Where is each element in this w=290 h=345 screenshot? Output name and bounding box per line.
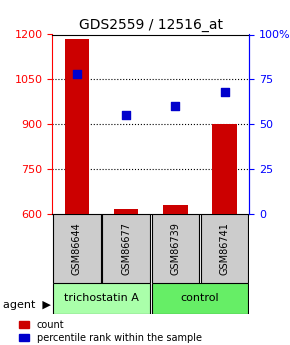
Text: GSM86739: GSM86739	[171, 222, 180, 275]
Bar	[64, 39, 89, 345]
Point	[124, 112, 128, 118]
Point	[173, 104, 178, 109]
Legend: count, percentile rank within the sample: count, percentile rank within the sample	[19, 320, 202, 343]
Bar	[213, 124, 237, 345]
Text: GSM86677: GSM86677	[121, 222, 131, 275]
FancyBboxPatch shape	[102, 214, 150, 283]
Text: GSM86741: GSM86741	[220, 222, 230, 275]
Title: GDS2559 / 12516_at: GDS2559 / 12516_at	[79, 18, 223, 32]
FancyBboxPatch shape	[152, 214, 199, 283]
FancyBboxPatch shape	[53, 283, 150, 314]
Point	[222, 89, 227, 95]
Text: agent  ▶: agent ▶	[3, 300, 51, 310]
Point	[75, 71, 79, 77]
FancyBboxPatch shape	[53, 214, 101, 283]
FancyBboxPatch shape	[152, 283, 249, 314]
Text: GSM86644: GSM86644	[72, 222, 82, 275]
Text: control: control	[181, 294, 220, 303]
Bar	[114, 209, 139, 345]
FancyBboxPatch shape	[201, 214, 249, 283]
Text: trichostatin A: trichostatin A	[64, 294, 139, 303]
Bar	[163, 205, 188, 345]
